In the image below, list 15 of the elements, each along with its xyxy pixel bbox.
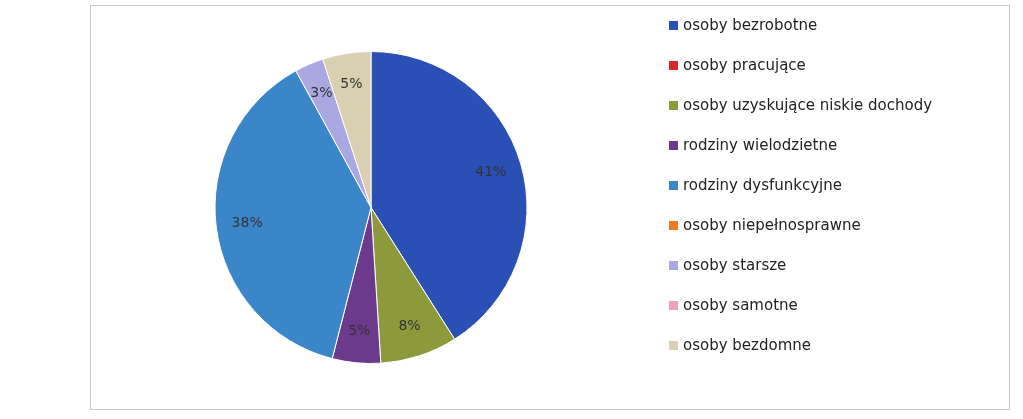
legend-label: osoby pracujące: [683, 56, 806, 74]
data-label: 8%: [398, 316, 421, 333]
legend-label: osoby bezdomne: [683, 336, 812, 354]
legend-label: osoby samotne: [683, 296, 798, 314]
data-label: 5%: [340, 74, 363, 91]
data-label: 5%: [348, 322, 371, 339]
legend-label: osoby bezrobotne: [683, 16, 818, 34]
legend-label: osoby starsze: [683, 256, 787, 274]
data-label: 38%: [231, 213, 263, 230]
legend-label: osoby niepełnosprawne: [683, 216, 861, 234]
legend-label: rodziny wielodzietne: [683, 136, 838, 154]
legend-label: rodziny dysfunkcyjne: [683, 176, 842, 194]
data-label: 3%: [310, 83, 333, 100]
legend-label: osoby uzyskujące niskie dochody: [683, 96, 933, 114]
data-label: 41%: [475, 163, 507, 180]
